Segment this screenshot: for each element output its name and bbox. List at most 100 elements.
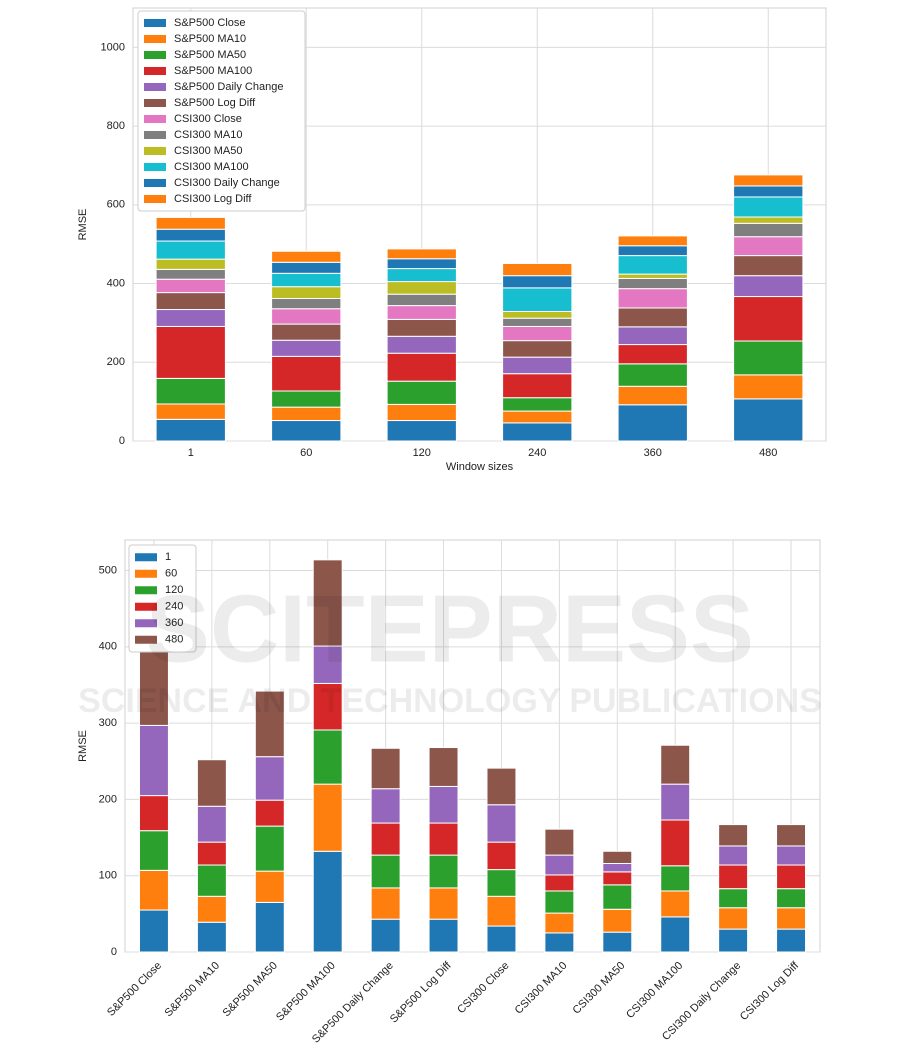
bar-segment	[544, 890, 575, 914]
bar-segment	[617, 245, 688, 257]
bar-segment	[733, 174, 804, 187]
bar-segment	[617, 404, 688, 442]
bar-segment	[312, 729, 343, 785]
y-tick-label: 800	[107, 120, 125, 132]
bar-segment	[428, 822, 459, 856]
bar-segment	[155, 292, 226, 311]
legend-label: 120	[165, 584, 183, 596]
bar-segment	[602, 908, 633, 933]
y-tick-label: 400	[99, 641, 117, 653]
bar-segment	[155, 309, 226, 327]
bar-segment	[428, 918, 459, 953]
bar-segment	[370, 788, 401, 824]
bar-segment	[502, 275, 573, 289]
bar-segment	[776, 888, 807, 909]
bar-segment	[271, 261, 342, 274]
bar-segment	[155, 278, 226, 294]
plot-area	[124, 539, 821, 953]
bar-segment	[486, 804, 517, 843]
bar-segment	[544, 854, 575, 876]
bar-segment	[776, 824, 807, 847]
legend-label: CSI300 MA10	[174, 129, 242, 141]
bar-segment	[617, 307, 688, 328]
legend-label: S&P500 Close	[174, 17, 246, 29]
watermark: SCIENCE AND TECHNOLOGY PUBLICATIONS	[78, 682, 822, 720]
legend-swatch	[144, 19, 166, 27]
bar-segment	[254, 690, 285, 758]
legend-swatch	[144, 35, 166, 43]
bar-segment	[370, 747, 401, 790]
bar-segment	[776, 864, 807, 890]
bar-segment	[486, 841, 517, 871]
bar-segment	[486, 895, 517, 927]
y-tick-label: 100	[99, 870, 117, 882]
bar-segment	[271, 355, 342, 392]
bar-segment	[502, 310, 573, 319]
bar-segment	[660, 916, 691, 953]
bar-segment	[271, 308, 342, 325]
bar-segment	[155, 418, 226, 442]
bar-segment	[254, 799, 285, 827]
bar-segment	[138, 643, 169, 726]
bar-segment	[718, 907, 749, 930]
y-axis-label: RMSE	[77, 209, 89, 241]
bar-segment	[733, 196, 804, 218]
bar-segment	[733, 222, 804, 238]
bar-segment	[312, 850, 343, 953]
bar-segment	[544, 912, 575, 934]
bar-segment	[733, 340, 804, 376]
bar-segment	[428, 785, 459, 824]
legend-swatch	[135, 602, 157, 611]
bar-segment	[312, 682, 343, 731]
bar-segment	[718, 888, 749, 909]
bar-segment	[370, 854, 401, 889]
watermark: SCITEPRESS	[146, 575, 754, 682]
bar-segment	[254, 756, 285, 801]
legend-label: S&P500 MA10	[174, 33, 246, 45]
legend-swatch	[144, 195, 166, 203]
bar-segment	[196, 864, 227, 897]
bar-segment	[733, 374, 804, 400]
bar-segment	[312, 559, 343, 647]
legend-label: S&P500 Daily Change	[174, 81, 283, 93]
bar-segment	[271, 286, 342, 300]
legend-label: CSI300 Daily Change	[174, 177, 280, 189]
bar-segment	[271, 323, 342, 341]
bar-segment	[617, 344, 688, 365]
bar-segment	[660, 865, 691, 892]
bar-segment	[733, 216, 804, 224]
bar-segment	[155, 228, 226, 242]
legend-swatch	[144, 163, 166, 171]
bar-segment	[386, 305, 457, 320]
bar-segment	[733, 236, 804, 257]
bar-segment	[155, 240, 226, 260]
y-tick-label: 500	[99, 564, 117, 576]
bar-segment	[386, 293, 457, 307]
bar-segment	[617, 235, 688, 247]
bar-segment	[138, 869, 169, 911]
bar-segment	[386, 380, 457, 405]
legend-swatch	[144, 131, 166, 139]
bar-segment	[544, 828, 575, 856]
y-tick-label: 400	[107, 277, 125, 289]
legend-swatch	[144, 147, 166, 155]
bar-segment	[386, 403, 457, 422]
legend-label: 1	[165, 551, 171, 563]
y-tick-label: 200	[107, 356, 125, 368]
bar-segment	[544, 932, 575, 953]
bar-segment	[502, 325, 573, 342]
legend-label: 60	[165, 568, 177, 580]
bar-segment	[196, 895, 227, 923]
y-tick-label: 200	[99, 793, 117, 805]
bar-segment	[502, 317, 573, 327]
bar-segment	[386, 318, 457, 337]
bar-segment	[386, 268, 457, 283]
bar-segment	[370, 918, 401, 953]
legend-swatch	[144, 115, 166, 123]
bar-segment	[502, 287, 573, 312]
bar-segment	[271, 406, 342, 422]
y-axis-label: RMSE	[77, 730, 89, 762]
bar-segment	[312, 645, 343, 684]
y-tick-label: 0	[111, 946, 117, 958]
